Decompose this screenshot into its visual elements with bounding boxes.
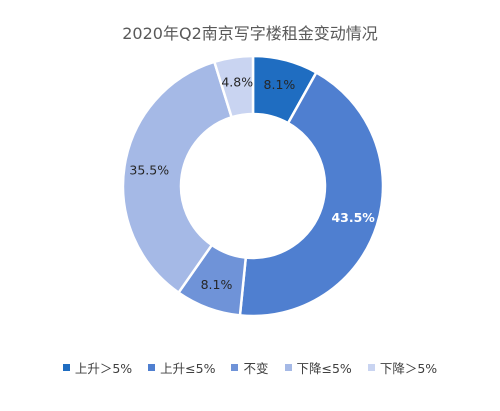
legend-swatch-1	[62, 364, 70, 371]
legend-label-5: 下降＞5%	[379, 361, 438, 376]
legend-item-4: 下降≤5%	[284, 358, 352, 377]
legend-swatch-5	[367, 364, 375, 371]
legend-label-4: 下降≤5%	[296, 361, 352, 376]
legend-label-2: 上升≤5%	[160, 361, 216, 376]
slice-label-2: 43.5%	[331, 210, 375, 225]
slice-label-4: 35.5%	[129, 162, 169, 177]
slice-label-3: 8.1%	[201, 277, 233, 292]
slice-label-1: 8.1%	[264, 77, 296, 92]
legend-item-1: 上升＞5%	[62, 358, 133, 377]
legend-item-3: 不变	[231, 358, 269, 377]
legend-swatch-3	[231, 364, 239, 371]
slice-label-5: 4.8%	[221, 75, 253, 90]
chart-title: 2020年Q2南京写字楼租金变动情况	[122, 24, 378, 43]
legend-swatch-4	[284, 364, 292, 371]
legend: 上升＞5% 上升≤5% 不变 下降≤5% 下降＞5%	[0, 358, 500, 377]
slice-2	[238, 70, 385, 318]
legend-label-1: 上升＞5%	[74, 361, 133, 376]
legend-swatch-2	[148, 364, 156, 371]
slice-4	[121, 60, 234, 295]
legend-item-2: 上升≤5%	[148, 358, 215, 377]
legend-label-3: 不变	[243, 361, 269, 376]
legend-item-5: 下降＞5%	[367, 358, 438, 377]
slice-5	[212, 54, 255, 119]
